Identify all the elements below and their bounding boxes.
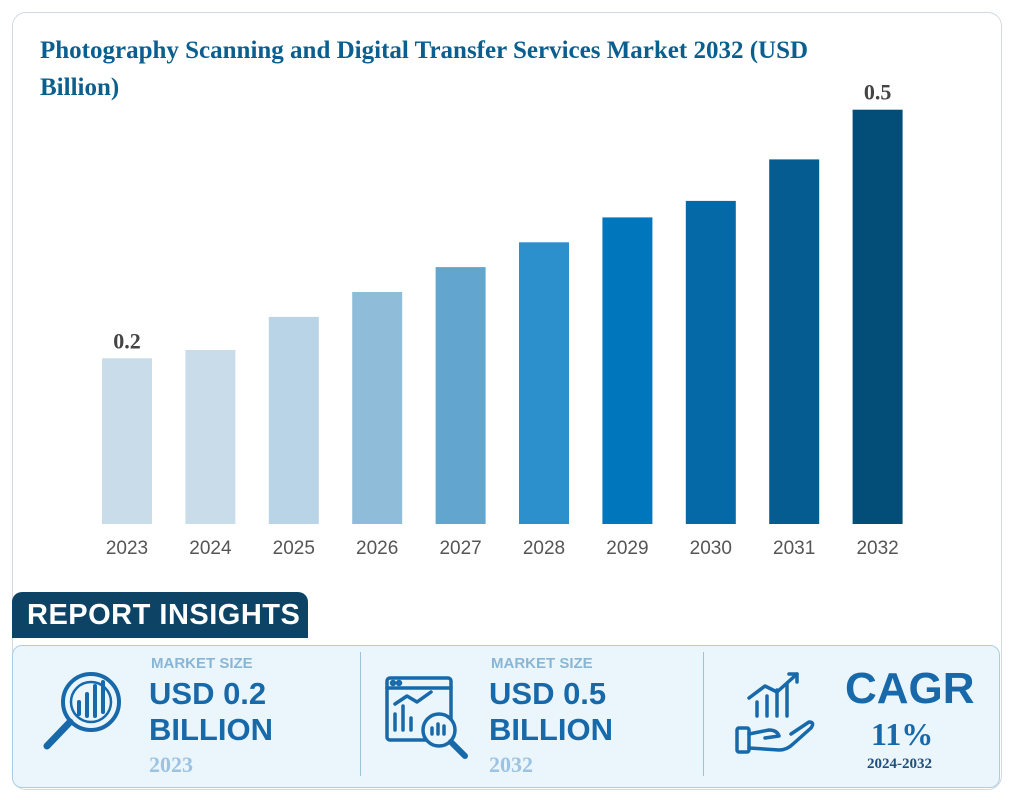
market-size-value: USD 0.2	[149, 676, 267, 711]
bar-chart: 2023 2024 2025 2026 2027 2028 2029 2030 2031 2032…	[102, 80, 903, 559]
bar-2030	[685, 200, 736, 524]
magnifier-chart-icon	[43, 672, 121, 750]
bar-2028	[519, 242, 569, 525]
market-size-year: 2023	[149, 752, 193, 777]
data-label: 0.2	[113, 328, 141, 353]
chart-title: Photography Scanning and Digital Transfe…	[40, 37, 809, 101]
x-tick-label: 2026	[356, 538, 398, 559]
insights-panel: MARKET SIZE USD 0.2 BILLION 2023 MARKET …	[12, 645, 1000, 788]
x-tick-label: 2031	[773, 538, 815, 559]
bar-2026	[352, 292, 403, 524]
market-size-unit: BILLION	[489, 712, 613, 747]
x-tick-label: 2029	[606, 538, 648, 559]
cagr-period: 2024-2032	[867, 756, 932, 772]
market-size-label: MARKET SIZE	[491, 655, 593, 672]
hand-growth-chart-icon	[735, 672, 815, 754]
bar-2025	[268, 316, 319, 524]
x-tick-label: 2027	[439, 538, 481, 559]
x-tick-label: 2032	[856, 538, 898, 559]
bar-2027	[435, 267, 486, 524]
x-tick-label: 2030	[690, 538, 732, 559]
market-size-unit: BILLION	[149, 712, 273, 747]
x-tick-label: 2028	[523, 538, 565, 559]
x-tick-label: 2025	[273, 538, 315, 559]
report-insights-heading: REPORT INSIGHTS	[12, 592, 308, 638]
cagr-label: CAGR	[845, 664, 975, 713]
divider	[703, 652, 704, 776]
x-tick-label: 2023	[106, 538, 148, 559]
bar-2023	[102, 358, 152, 524]
bar-2029	[602, 217, 653, 524]
x-tick-label: 2024	[189, 538, 232, 559]
cagr-value: 11%	[871, 716, 934, 752]
bar-2031	[769, 159, 820, 524]
market-size-year: 2032	[489, 752, 533, 777]
divider	[360, 652, 361, 776]
market-size-value: USD 0.5	[489, 676, 607, 711]
bar-2024	[185, 350, 236, 524]
data-label: 0.5	[864, 80, 892, 105]
dashboard-magnifier-icon	[385, 676, 468, 759]
bar-2032	[852, 109, 903, 524]
market-size-label: MARKET SIZE	[151, 655, 253, 672]
